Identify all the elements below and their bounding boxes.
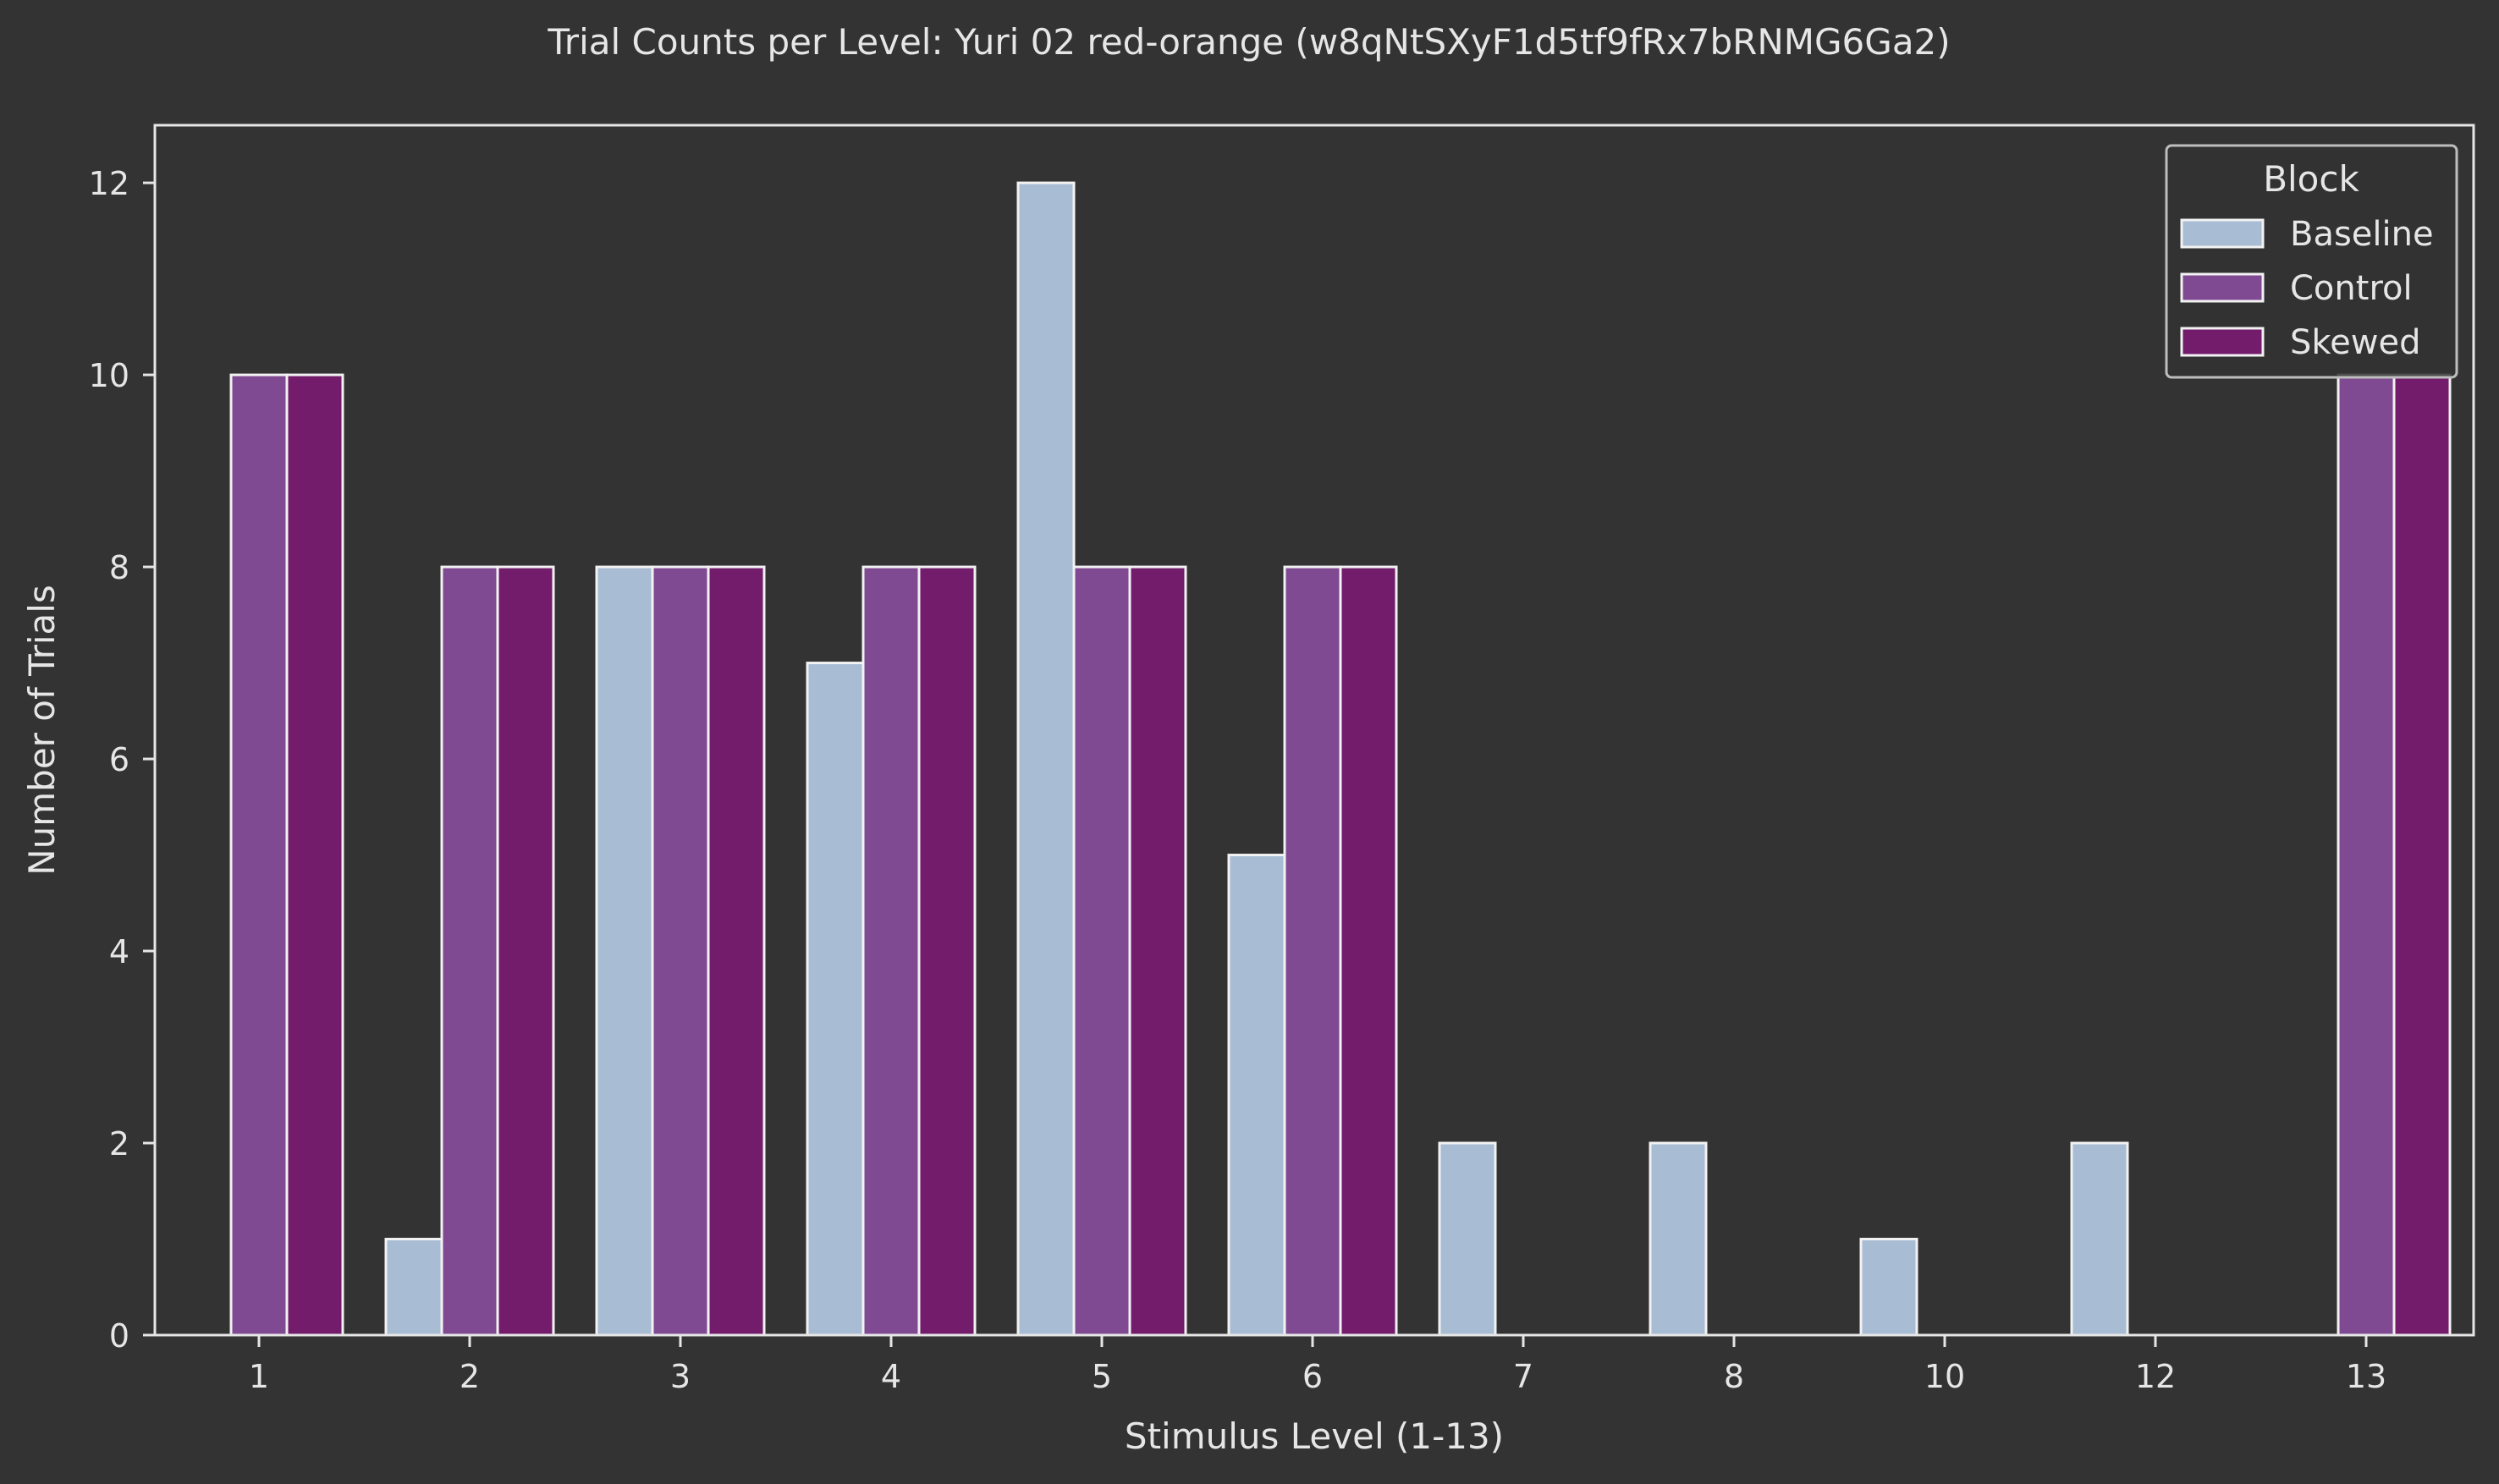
x-tick-label: 5 xyxy=(1092,1358,1112,1395)
y-tick-label: 6 xyxy=(109,741,129,778)
x-tick-label: 7 xyxy=(1513,1358,1533,1395)
x-tick-label: 2 xyxy=(460,1358,480,1395)
x-tick-label: 1 xyxy=(249,1358,269,1395)
legend-title: Block xyxy=(2263,158,2359,200)
legend: Block Baseline Control Skewed xyxy=(2165,144,2458,379)
bar-control-2 xyxy=(440,565,499,1337)
bar-skewed-5 xyxy=(1128,565,1187,1337)
y-tick-label: 4 xyxy=(109,933,129,970)
bar-baseline-6 xyxy=(1227,854,1286,1337)
y-tick-label: 12 xyxy=(89,165,129,202)
bar-control-3 xyxy=(651,565,710,1337)
bar-baseline-8 xyxy=(1649,1141,1708,1337)
bar-control-5 xyxy=(1072,565,1131,1337)
y-tick-label: 8 xyxy=(109,549,129,586)
y-tick-label: 2 xyxy=(109,1125,129,1162)
legend-box xyxy=(2165,144,2458,379)
x-tick-label: 4 xyxy=(881,1358,901,1395)
bar-baseline-4 xyxy=(806,662,865,1337)
y-tick-label: 10 xyxy=(89,357,129,394)
legend-swatch-baseline xyxy=(2180,218,2265,249)
plot-frame xyxy=(153,124,2475,1337)
x-axis: 1 2 3 4 5 6 7 8 10 12 13 xyxy=(249,1335,2386,1395)
bar-skewed-1 xyxy=(285,373,344,1337)
x-tick-label: 3 xyxy=(670,1358,691,1395)
chart-title: Trial Counts per Level: Yuri 02 red-oran… xyxy=(547,21,1950,63)
x-tick-label: 13 xyxy=(2346,1358,2386,1395)
legend-swatch-control xyxy=(2180,272,2265,303)
x-axis-label: Stimulus Level (1-13) xyxy=(1125,1415,1504,1457)
bar-baseline-2 xyxy=(384,1238,443,1337)
y-axis: 0 2 4 6 8 10 12 xyxy=(89,165,155,1355)
bar-skewed-3 xyxy=(707,565,766,1337)
bar-control-6 xyxy=(1283,565,1342,1337)
legend-label-baseline: Baseline xyxy=(2290,215,2434,254)
bar-skewed-2 xyxy=(496,565,555,1337)
x-tick-label: 12 xyxy=(2135,1358,2176,1395)
legend-label-skewed: Skewed xyxy=(2290,323,2420,362)
bar-control-4 xyxy=(861,565,921,1337)
bar-baseline-7 xyxy=(1438,1141,1497,1337)
bar-baseline-3 xyxy=(595,565,654,1337)
x-tick-label: 10 xyxy=(1924,1358,1965,1395)
legend-label-control: Control xyxy=(2290,269,2413,308)
bars-group xyxy=(229,181,2452,1337)
bar-control-1 xyxy=(229,373,289,1337)
y-tick-label: 0 xyxy=(109,1317,129,1355)
bar-baseline-10 xyxy=(1859,1238,1918,1337)
bar-control-13 xyxy=(2337,373,2396,1337)
x-tick-label: 8 xyxy=(1724,1358,1744,1395)
bar-skewed-4 xyxy=(917,565,977,1337)
x-tick-label: 6 xyxy=(1302,1358,1323,1395)
bar-baseline-5 xyxy=(1016,181,1076,1337)
bar-skewed-6 xyxy=(1339,565,1398,1337)
bar-skewed-13 xyxy=(2392,373,2452,1337)
y-axis-label: Number of Trials xyxy=(21,585,63,876)
bar-baseline-12 xyxy=(2070,1141,2129,1337)
legend-swatch-skewed xyxy=(2180,327,2265,357)
